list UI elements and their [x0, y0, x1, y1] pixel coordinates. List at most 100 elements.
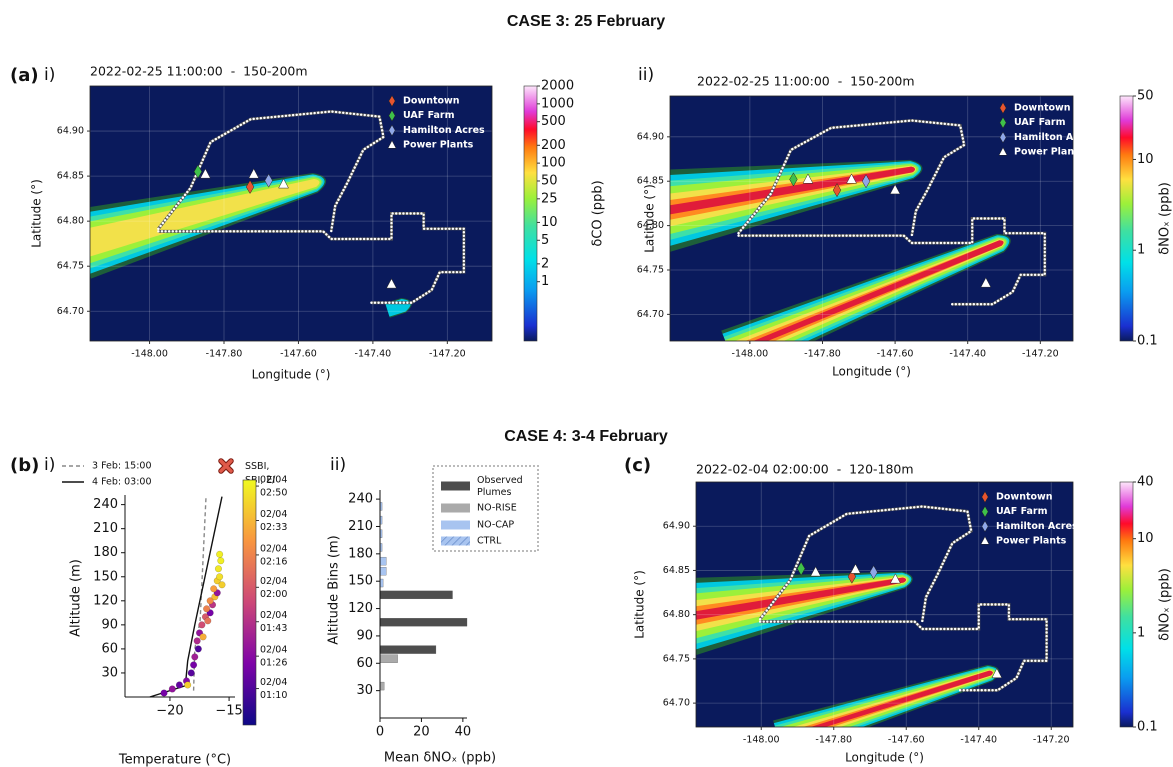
legend-marker	[999, 116, 1007, 129]
colorbar	[242, 479, 257, 726]
colorbar	[1119, 95, 1134, 342]
y-axis-label: Latitude (°)	[643, 184, 657, 253]
panel-label: ii)	[638, 65, 654, 85]
x-axis-label: Mean δNOₓ (ppb)	[384, 751, 496, 766]
map-title: 2022-02-25 11:00:00 - 150-200m	[697, 74, 915, 89]
scatter-point	[191, 653, 199, 661]
legend-label: 4 Feb: 03:00	[92, 477, 151, 488]
colorbar-tick-label: 200	[541, 138, 566, 153]
y-tick-label: 64.80	[637, 220, 664, 231]
legend-marker	[388, 95, 396, 107]
site-marker	[980, 277, 992, 288]
colorbar-tick-label: 25	[541, 191, 558, 206]
colorbar-label: δCO (ppb)	[591, 180, 606, 246]
y-tick-label: 240	[348, 492, 373, 507]
x-axis-label: Longitude (°)	[845, 751, 924, 765]
site-marker	[789, 172, 798, 187]
colorbar-tick-label: 5	[541, 233, 549, 248]
y-tick-label: 64.80	[57, 216, 84, 227]
plume	[753, 240, 1004, 341]
legend-label: UAF Farm	[1014, 117, 1066, 128]
x-tick-label: -147.40	[960, 735, 997, 746]
profile-line	[149, 496, 223, 698]
x-tick-label: 40	[455, 725, 472, 740]
y-tick-label: 64.90	[57, 126, 84, 137]
x-tick-label: -148.00	[131, 349, 168, 360]
scatter-point	[187, 669, 195, 677]
plume	[696, 577, 907, 620]
y-tick-label: 90	[356, 628, 373, 643]
legend-marker	[980, 536, 990, 545]
bar	[379, 645, 437, 654]
y-tick-label: 90	[101, 617, 118, 632]
scatter-point	[184, 681, 192, 689]
y-tick-label: 64.85	[663, 565, 690, 576]
legend-marker	[388, 124, 396, 137]
legend-label: Hamilton Acres	[1014, 132, 1096, 143]
plume	[792, 669, 994, 727]
site-marker	[386, 278, 397, 289]
site-marker	[802, 173, 814, 184]
x-tick-label: 0	[376, 725, 384, 740]
site-marker	[889, 184, 901, 195]
panel-label: i)	[44, 65, 55, 85]
case-heading: CASE 4: 3-4 February	[504, 428, 668, 445]
colorbar-tick-label: 10	[1137, 152, 1154, 167]
colorbar-tick-label: 100	[541, 156, 566, 171]
y-tick-label: 150	[348, 574, 373, 589]
scatter-point	[160, 689, 168, 697]
x-axis-label: Temperature (°C)	[118, 753, 231, 767]
x-tick-label: -148.00	[743, 735, 780, 746]
y-tick-label: 64.75	[637, 264, 664, 275]
y-tick-label: 120	[93, 593, 118, 608]
plot-frame	[695, 481, 1074, 728]
site-marker	[264, 173, 273, 188]
site-marker	[991, 667, 1003, 679]
flight-track	[758, 603, 1048, 692]
x-tick-label: -147.80	[815, 735, 852, 746]
scatter-point	[190, 661, 198, 669]
scatter-point	[218, 581, 226, 589]
scatter-point	[199, 633, 207, 641]
colorbar-tick-label: 02/04 02:50	[260, 474, 287, 498]
y-tick-label: 64.70	[637, 309, 664, 320]
site-marker	[278, 178, 289, 189]
x-tick-label: -147.80	[206, 349, 243, 360]
legend-marker	[981, 491, 989, 503]
plume-layer	[696, 504, 1049, 727]
scatter-point	[194, 645, 202, 653]
bar	[379, 567, 387, 576]
scatter-point	[204, 617, 212, 625]
x-tick-label: −15	[215, 704, 242, 719]
legend-swatch	[441, 481, 470, 491]
flight-track	[157, 212, 466, 304]
colorbar-tick-label: 02/04 01:43	[260, 610, 287, 634]
legend-marker	[981, 505, 989, 518]
y-tick-label: 120	[348, 601, 373, 616]
site-marker	[890, 573, 901, 584]
legend-label: SSBI, SBI, EI	[245, 461, 275, 486]
flight-track	[758, 505, 973, 623]
colorbar-tick-label: 2	[541, 256, 549, 271]
x-tick-label: -147.60	[877, 349, 914, 360]
y-tick-label: 210	[348, 519, 373, 534]
colorbar-tick-label: 50	[541, 173, 558, 188]
y-axis-label: Altitude (m)	[69, 559, 84, 637]
y-tick-label: 64.90	[663, 521, 690, 532]
legend-marker	[387, 140, 397, 149]
bar	[379, 681, 385, 691]
legend-marker	[981, 520, 989, 533]
scatter-point	[203, 605, 211, 613]
legend-marker	[999, 131, 1007, 144]
legend-swatch	[441, 503, 470, 513]
legend-marker	[219, 459, 233, 473]
legend-swatch	[441, 520, 470, 530]
map-title: 2022-02-25 11:00:00 - 150-200m	[90, 64, 308, 79]
panel-label: i)	[44, 455, 55, 475]
scatter-point	[175, 681, 183, 689]
legend-label: Downtown	[1014, 103, 1071, 114]
panel-label: ii)	[330, 455, 346, 475]
legend-label: NO-RISE	[477, 503, 517, 514]
legend-marker	[998, 147, 1008, 156]
